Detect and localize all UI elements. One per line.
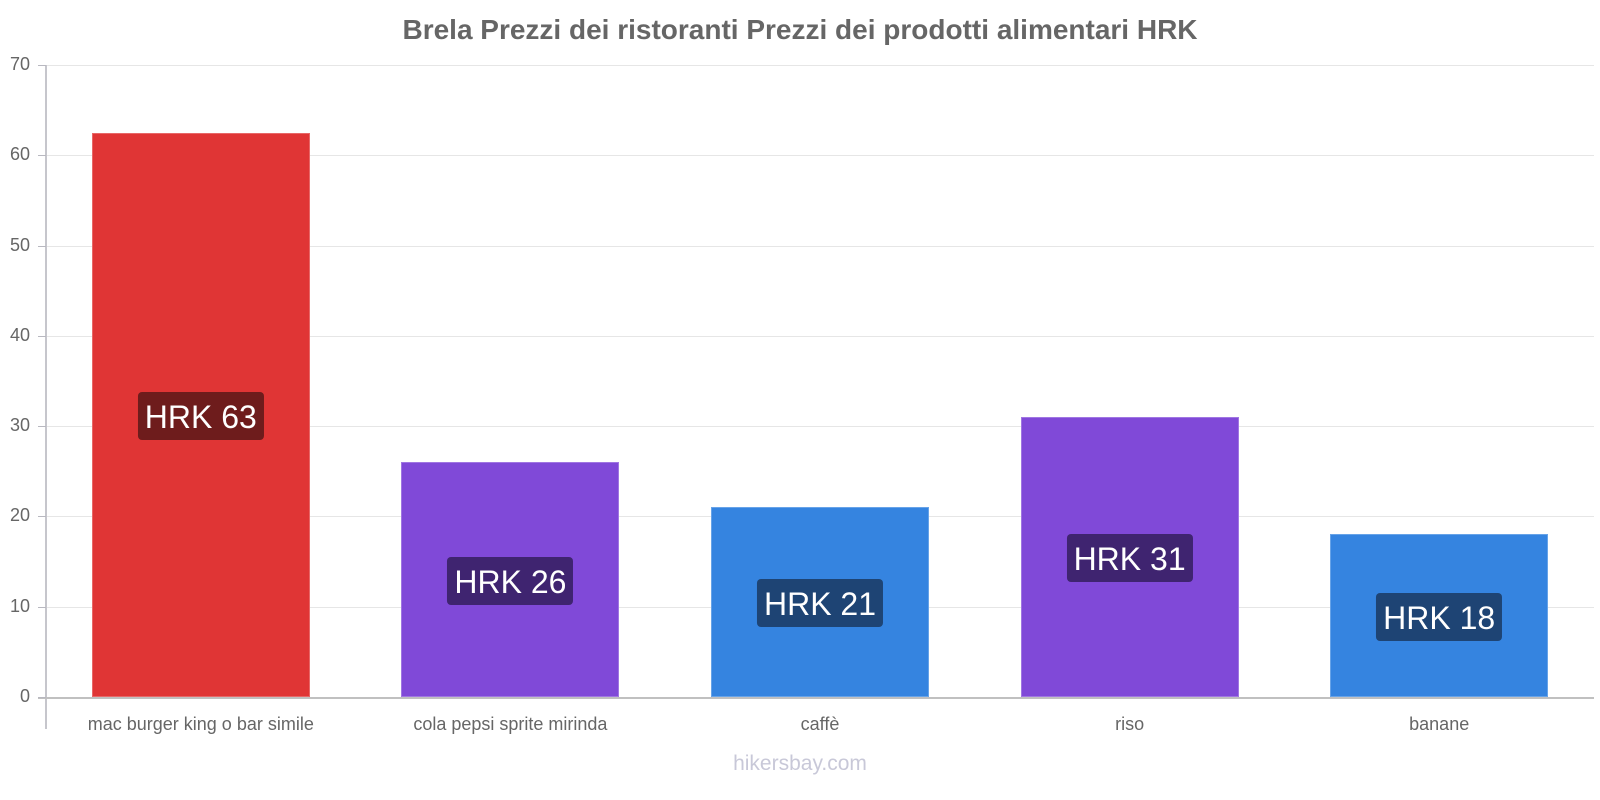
y-tick-mark [38, 697, 46, 698]
watermark: hikersbay.com [733, 752, 867, 775]
bar-value-label: HRK 31 [1066, 534, 1193, 583]
y-tick-label: 0 [19, 686, 30, 706]
x-tick-label: banane [1409, 714, 1470, 734]
y-tick-mark [38, 245, 46, 247]
x-tick-label: caffè [800, 714, 840, 734]
y-tick-label: 30 [9, 415, 30, 436]
y-tick-mark [38, 65, 46, 66]
y-axis-line [45, 65, 47, 729]
y-tick-mark [38, 155, 46, 157]
gridline [46, 245, 1594, 247]
bar-value-label: HRK 26 [447, 556, 574, 605]
bar-value-label: HRK 21 [756, 579, 884, 628]
y-tick-mark [38, 426, 46, 428]
y-tick-mark [38, 335, 46, 337]
y-tick-label: 10 [9, 595, 30, 616]
x-tick-label: riso [1115, 714, 1145, 734]
chart-title: Brela Prezzi dei ristoranti Prezzi dei p… [402, 14, 1198, 45]
gridline [46, 65, 1594, 66]
bar-value-label: HRK 18 [1376, 592, 1503, 641]
y-tick-label: 50 [9, 234, 30, 255]
y-tick-label: 40 [9, 324, 30, 345]
y-tick-label: 70 [9, 54, 30, 74]
x-axis-line [38, 697, 1594, 699]
bar-value-label: HRK 63 [137, 391, 264, 440]
gridline [46, 426, 1594, 428]
x-tick-label: mac burger king o bar simile [87, 714, 314, 734]
y-tick-label: 20 [9, 505, 30, 526]
gridline [46, 335, 1594, 337]
y-tick-label: 60 [9, 144, 30, 165]
gridline [46, 155, 1594, 157]
y-tick-mark [38, 516, 46, 518]
x-tick-label: cola pepsi sprite mirinda [413, 714, 608, 734]
y-tick-mark [38, 606, 46, 608]
